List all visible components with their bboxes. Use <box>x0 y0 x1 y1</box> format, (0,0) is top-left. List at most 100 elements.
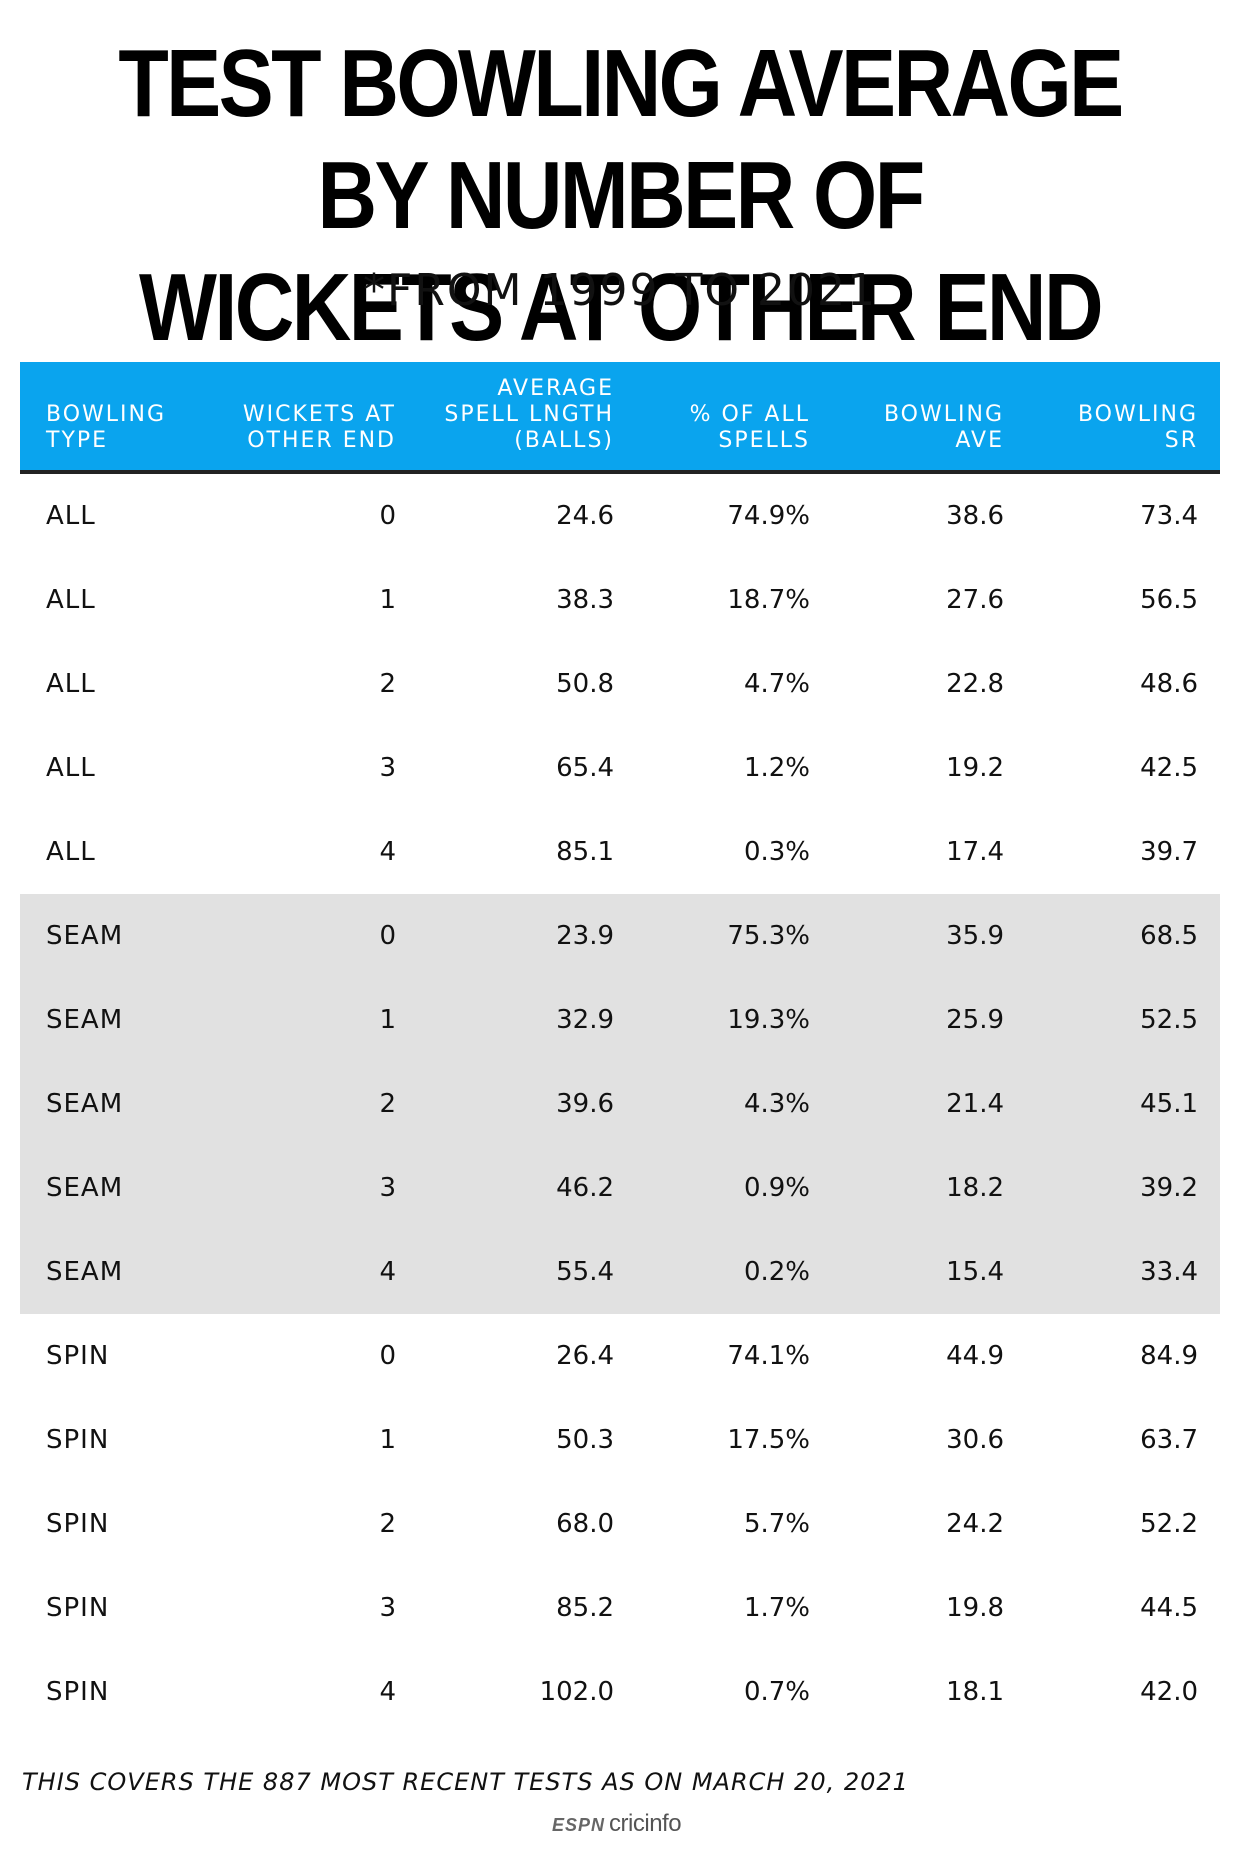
table-row: ALL 4 85.1 0.3% 17.4 39.7 <box>20 810 1220 894</box>
table-row: SPIN 3 85.2 1.7% 19.8 44.5 <box>20 1566 1220 1650</box>
brand-cricinfo: cricinfo <box>609 1810 682 1837</box>
bowling-sr-cell: 45.1 <box>1140 1089 1198 1119</box>
bowling-type-cell: SEAM <box>46 1005 124 1035</box>
spell-length-cell: 85.1 <box>556 837 614 867</box>
table-row: ALL 2 50.8 4.7% 22.8 48.6 <box>20 642 1220 726</box>
bowling-ave-cell: 22.8 <box>946 669 1004 699</box>
bowling-type-cell: SEAM <box>46 1173 124 1203</box>
percent-spells-cell: 1.7% <box>743 1593 810 1623</box>
bowling-sr-cell: 84.9 <box>1140 1341 1198 1371</box>
table-row: SPIN 4 102.0 0.7% 18.1 42.0 <box>20 1650 1220 1734</box>
spell-length-cell: 102.0 <box>539 1677 614 1707</box>
bowling-ave-cell: 15.4 <box>946 1257 1004 1287</box>
wickets-cell: 3 <box>379 753 396 783</box>
bowling-type-cell: SPIN <box>46 1677 110 1707</box>
percent-spells-cell: 4.3% <box>743 1089 810 1119</box>
table-header: BOWLING TYPE WICKETS AT OTHER END AVERAG… <box>20 362 1220 474</box>
bowling-type-cell: SPIN <box>46 1425 110 1455</box>
brand-espn: ESPN <box>552 1815 606 1835</box>
wickets-cell: 4 <box>379 1677 396 1707</box>
spell-length-cell: 55.4 <box>556 1257 614 1287</box>
bowling-sr-cell: 56.5 <box>1140 585 1198 615</box>
spell-length-cell: 50.8 <box>556 669 614 699</box>
bowling-type-cell: ALL <box>46 669 96 699</box>
wickets-cell: 4 <box>379 837 396 867</box>
bowling-type-cell: SEAM <box>46 1257 124 1287</box>
table-row: ALL 0 24.6 74.9% 38.6 73.4 <box>20 474 1220 558</box>
percent-spells-cell: 5.7% <box>743 1509 810 1539</box>
table-row: SPIN 2 68.0 5.7% 24.2 52.2 <box>20 1482 1220 1566</box>
stats-table: BOWLING TYPE WICKETS AT OTHER END AVERAG… <box>20 362 1220 1734</box>
bowling-ave-cell: 24.2 <box>946 1509 1004 1539</box>
spell-length-cell: 46.2 <box>556 1173 614 1203</box>
bowling-sr-cell: 52.2 <box>1140 1509 1198 1539</box>
percent-spells-cell: 0.7% <box>743 1677 810 1707</box>
bowling-sr-cell: 44.5 <box>1140 1593 1198 1623</box>
wickets-cell: 2 <box>379 669 396 699</box>
chart-title-line-1: TEST BOWLING AVERAGE BY NUMBER OF <box>118 30 1124 249</box>
bowling-ave-cell: 18.1 <box>946 1677 1004 1707</box>
table-row: SEAM 3 46.2 0.9% 18.2 39.2 <box>20 1146 1220 1230</box>
table-row: SEAM 4 55.4 0.2% 15.4 33.4 <box>20 1230 1220 1314</box>
bowling-sr-cell: 73.4 <box>1140 501 1198 531</box>
spell-length-cell: 65.4 <box>556 753 614 783</box>
bowling-sr-cell: 63.7 <box>1140 1425 1198 1455</box>
footnote: THIS COVERS THE 887 MOST RECENT TESTS AS… <box>22 1768 909 1796</box>
spell-length-cell: 38.3 <box>556 585 614 615</box>
bowling-sr-cell: 42.5 <box>1140 753 1198 783</box>
table-row: SEAM 2 39.6 4.3% 21.4 45.1 <box>20 1062 1220 1146</box>
wickets-cell: 1 <box>379 1005 396 1035</box>
table-body: ALL 0 24.6 74.9% 38.6 73.4 ALL 1 38.3 18.7% 27.6 56… <box>20 474 1220 1734</box>
bowling-type-cell: ALL <box>46 753 96 783</box>
bowling-ave-cell: 17.4 <box>946 837 1004 867</box>
bowling-ave-cell: 19.2 <box>946 753 1004 783</box>
wickets-cell: 0 <box>379 1341 396 1371</box>
chart-title-line-2: WICKETS AT OTHER END <box>138 254 1104 361</box>
column-header-bowling-type: BOWLING TYPE <box>46 402 167 453</box>
percent-spells-cell: 74.9% <box>727 501 810 531</box>
percent-spells-cell: 4.7% <box>743 669 810 699</box>
spell-length-cell: 50.3 <box>556 1425 614 1455</box>
spell-length-cell: 26.4 <box>556 1341 614 1371</box>
wickets-cell: 3 <box>379 1173 396 1203</box>
bowling-type-cell: SPIN <box>46 1341 110 1371</box>
bowling-ave-cell: 18.2 <box>946 1173 1004 1203</box>
bowling-sr-cell: 33.4 <box>1140 1257 1198 1287</box>
bowling-sr-cell: 52.5 <box>1140 1005 1198 1035</box>
column-header-wickets-at-other-end: WICKETS AT OTHER END <box>242 402 396 453</box>
percent-spells-cell: 18.7% <box>727 585 810 615</box>
bowling-ave-cell: 27.6 <box>946 585 1004 615</box>
percent-spells-cell: 17.5% <box>727 1425 810 1455</box>
table-row: ALL 3 65.4 1.2% 19.2 42.5 <box>20 726 1220 810</box>
column-header-bowling-sr: BOWLING SR <box>1077 402 1198 453</box>
bowling-type-cell: ALL <box>46 837 96 867</box>
wickets-cell: 3 <box>379 1593 396 1623</box>
bowling-type-cell: SEAM <box>46 921 124 951</box>
chart-subtitle: *FROM 1999 TO 2021 <box>363 265 877 316</box>
spell-length-cell: 85.2 <box>556 1593 614 1623</box>
wickets-cell: 4 <box>379 1257 396 1287</box>
bowling-sr-cell: 42.0 <box>1140 1677 1198 1707</box>
title-block: TEST BOWLING AVERAGE BY NUMBER OF WICKET… <box>0 28 1240 364</box>
table-row: ALL 1 38.3 18.7% 27.6 56.5 <box>20 558 1220 642</box>
bowling-ave-cell: 35.9 <box>946 921 1004 951</box>
wickets-cell: 2 <box>379 1089 396 1119</box>
table-row: SPIN 1 50.3 17.5% 30.6 63.7 <box>20 1398 1220 1482</box>
bowling-ave-cell: 19.8 <box>946 1593 1004 1623</box>
bowling-type-cell: SEAM <box>46 1089 124 1119</box>
spell-length-cell: 24.6 <box>556 501 614 531</box>
wickets-cell: 1 <box>379 1425 396 1455</box>
wickets-cell: 1 <box>379 585 396 615</box>
table-row: SPIN 0 26.4 74.1% 44.9 84.9 <box>20 1314 1220 1398</box>
spell-length-cell: 39.6 <box>556 1089 614 1119</box>
bowling-type-cell: ALL <box>46 501 96 531</box>
bowling-sr-cell: 68.5 <box>1140 921 1198 951</box>
bowling-ave-cell: 44.9 <box>946 1341 1004 1371</box>
bowling-sr-cell: 39.7 <box>1140 837 1198 867</box>
bowling-ave-cell: 21.4 <box>946 1089 1004 1119</box>
bowling-sr-cell: 39.2 <box>1140 1173 1198 1203</box>
bowling-type-cell: SPIN <box>46 1593 110 1623</box>
percent-spells-cell: 74.1% <box>727 1341 810 1371</box>
bowling-ave-cell: 38.6 <box>946 501 1004 531</box>
bowling-ave-cell: 30.6 <box>946 1425 1004 1455</box>
